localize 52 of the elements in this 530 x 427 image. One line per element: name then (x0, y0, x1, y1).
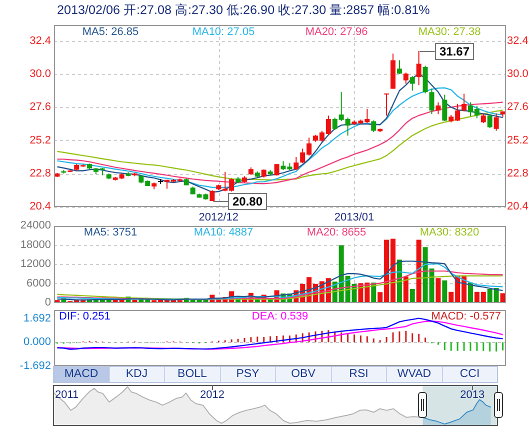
text: DIF: 0.251 (59, 310, 110, 323)
y-tick-label: 20.4 (30, 200, 51, 213)
y-tick-label: 0 (44, 296, 51, 308)
y2-tick-label: 20.4 (507, 200, 528, 213)
y-tick-label: 12000 (20, 258, 51, 270)
series-label: MACD: -0.577 (431, 310, 501, 323)
y2-tick-label: 22.8 (507, 168, 528, 180)
tab[interactable]: WVAD (386, 367, 442, 382)
bar (436, 278, 441, 302)
text: MA5: 26.85 (82, 26, 139, 38)
text: MA20: 27.96 (305, 26, 368, 38)
bar (416, 240, 422, 302)
bar (410, 288, 415, 302)
y-tick-label: 1.692 (23, 312, 51, 324)
y-tick-label: 30.0 (30, 68, 51, 80)
series-label: DEA: 0.539 (252, 310, 308, 323)
y-tick-label: 0.000 (23, 336, 51, 348)
tab[interactable]: KDJ (108, 367, 164, 382)
text: MA5: 3751 (84, 226, 138, 239)
text: MA10: 4887 (194, 226, 254, 239)
y2-tick-label: 25.2 (507, 134, 528, 146)
y-tick-label: -1.692 (20, 360, 51, 372)
y-tick-label: 18000 (20, 238, 51, 251)
y-tick-label: 22.8 (30, 168, 51, 180)
chart-title: 2013/02/06 开:27.08 高:27.30 低:26.90 收:27.30 量:2857 幅:0.81% (57, 3, 430, 18)
tab[interactable]: BOLL (164, 367, 220, 382)
y2-tick-label: 30.0 (507, 68, 528, 80)
y2-tick-label: 32.4 (507, 34, 528, 47)
x-tick-label: 2012 (200, 389, 224, 402)
tab[interactable]: MACD (54, 367, 108, 382)
tab[interactable]: CCI (442, 367, 497, 382)
y-tick-label: 32.4 (30, 34, 51, 47)
x-tick-label: 2011 (55, 389, 79, 402)
x-tick-label: 2013/01 (334, 211, 374, 224)
y-tick-label: 25.2 (30, 134, 51, 146)
tab[interactable]: OBV (275, 367, 330, 382)
x-tick-label: 2012/12 (198, 211, 239, 224)
text: MA30: 27.38 (418, 26, 481, 38)
y2-tick-label: 27.6 (507, 101, 528, 114)
text: MA20: 8655 (306, 226, 366, 239)
annotation: 31.67 (439, 44, 470, 58)
y-tick-label: 24000 (20, 220, 51, 232)
tab[interactable]: RSI (330, 367, 386, 382)
y-tick-label: 6000 (26, 277, 51, 290)
x-tick-label: 2013 (460, 389, 485, 402)
tab[interactable]: PSY (220, 367, 275, 382)
bar (442, 280, 448, 302)
text: MA30: 8320 (420, 226, 480, 239)
bar (403, 276, 408, 302)
annotation: 20.80 (232, 194, 263, 208)
y-tick-label: 27.6 (30, 101, 51, 114)
text: MA10: 27.05 (192, 26, 255, 38)
